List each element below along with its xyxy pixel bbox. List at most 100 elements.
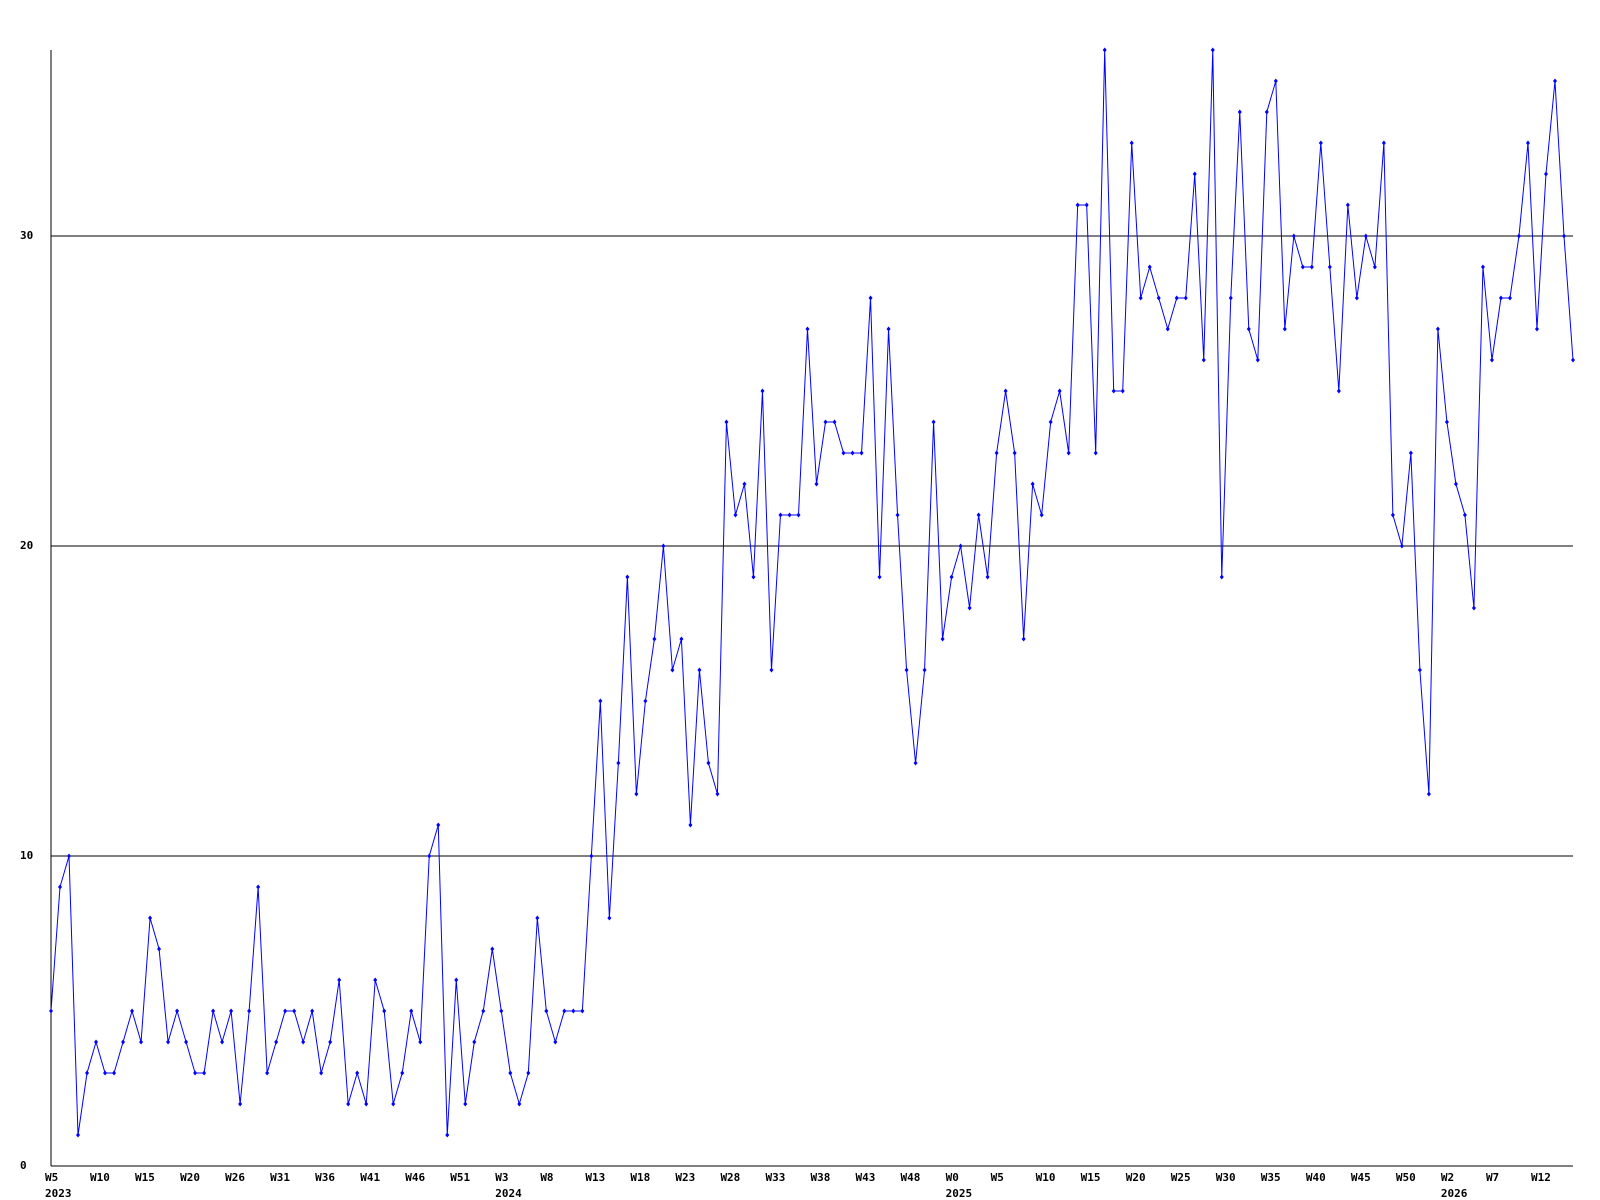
series-line <box>50 49 1574 1136</box>
point-marker <box>1084 202 1089 208</box>
point-marker <box>1264 109 1269 115</box>
point-marker <box>652 636 657 642</box>
point-marker <box>517 1101 522 1107</box>
point-marker <box>121 1039 126 1045</box>
point-marker <box>283 1008 288 1014</box>
point-marker <box>472 1039 477 1045</box>
x-tick-label: W8 <box>540 1171 553 1184</box>
point-marker <box>1039 512 1044 518</box>
point-marker <box>1012 450 1017 456</box>
point-marker <box>1543 171 1548 177</box>
point-marker <box>112 1070 117 1076</box>
point-marker <box>958 543 963 549</box>
point-marker <box>562 1008 567 1014</box>
x-tick-label: W13 <box>585 1171 605 1184</box>
point-marker <box>571 1008 576 1014</box>
point-marker <box>490 946 495 952</box>
point-marker <box>58 884 63 890</box>
point-marker <box>76 1132 81 1138</box>
point-marker <box>1120 388 1125 394</box>
x-tick-label: W25 <box>1171 1171 1191 1184</box>
point-marker <box>202 1070 207 1076</box>
point-marker <box>220 1039 225 1045</box>
point-marker <box>679 636 684 642</box>
point-marker <box>1282 326 1287 332</box>
point-marker <box>1210 47 1215 53</box>
point-marker <box>895 512 900 518</box>
point-marker <box>994 450 999 456</box>
point-marker <box>211 1008 216 1014</box>
point-marker <box>1444 419 1449 425</box>
point-marker <box>382 1008 387 1014</box>
point-marker <box>193 1070 198 1076</box>
point-marker <box>814 481 819 487</box>
point-marker <box>580 1008 585 1014</box>
point-marker <box>832 419 837 425</box>
point-marker <box>1129 140 1134 146</box>
point-marker <box>787 512 792 518</box>
point-marker <box>643 698 648 704</box>
point-marker <box>1255 357 1260 363</box>
point-marker <box>130 1008 135 1014</box>
point-marker <box>1318 140 1323 146</box>
point-marker <box>1381 140 1386 146</box>
point-marker <box>904 667 909 673</box>
point-marker <box>364 1101 369 1107</box>
point-marker <box>508 1070 513 1076</box>
point-marker <box>697 667 702 673</box>
point-marker <box>1516 233 1521 239</box>
point-marker <box>1372 264 1377 270</box>
point-marker <box>166 1039 171 1045</box>
point-marker <box>742 481 747 487</box>
point-marker <box>1552 78 1557 84</box>
point-marker <box>175 1008 180 1014</box>
point-marker <box>337 977 342 983</box>
x-tick-label: W36 <box>315 1171 335 1184</box>
y-tick-label: 0 <box>20 1159 27 1172</box>
point-marker <box>301 1039 306 1045</box>
point-marker <box>715 791 720 797</box>
x-tick-label: W12 <box>1531 1171 1551 1184</box>
point-marker <box>1480 264 1485 270</box>
point-marker <box>1102 47 1107 53</box>
year-label: 2026 <box>1441 1187 1468 1200</box>
x-tick-label: W20 <box>180 1171 200 1184</box>
point-marker <box>1408 450 1413 456</box>
point-marker <box>1201 357 1206 363</box>
point-marker <box>760 388 765 394</box>
point-marker <box>850 450 855 456</box>
point-marker <box>886 326 891 332</box>
point-marker <box>751 574 756 580</box>
point-marker <box>1399 543 1404 549</box>
point-marker <box>1093 450 1098 456</box>
point-marker <box>1390 512 1395 518</box>
point-marker <box>877 574 882 580</box>
point-marker <box>373 977 378 983</box>
x-tick-label: W35 <box>1261 1171 1281 1184</box>
point-marker <box>724 419 729 425</box>
point-marker <box>949 574 954 580</box>
point-marker <box>355 1070 360 1076</box>
x-tick-label: W41 <box>360 1171 380 1184</box>
x-tick-label: W43 <box>856 1171 876 1184</box>
point-marker <box>976 512 981 518</box>
point-marker <box>1075 202 1080 208</box>
point-marker <box>103 1070 108 1076</box>
point-marker <box>778 512 783 518</box>
point-marker <box>985 574 990 580</box>
x-tick-label: W7 <box>1486 1171 1499 1184</box>
point-marker <box>841 450 846 456</box>
x-tick-label: W38 <box>811 1171 831 1184</box>
point-marker <box>661 543 666 549</box>
point-marker <box>1057 388 1062 394</box>
point-marker <box>634 791 639 797</box>
point-marker <box>1534 326 1539 332</box>
point-marker <box>454 977 459 983</box>
point-marker <box>859 450 864 456</box>
point-marker <box>157 946 162 952</box>
point-marker <box>1273 78 1278 84</box>
point-marker <box>427 853 432 859</box>
point-marker <box>670 667 675 673</box>
point-marker <box>319 1070 324 1076</box>
point-marker <box>1453 481 1458 487</box>
